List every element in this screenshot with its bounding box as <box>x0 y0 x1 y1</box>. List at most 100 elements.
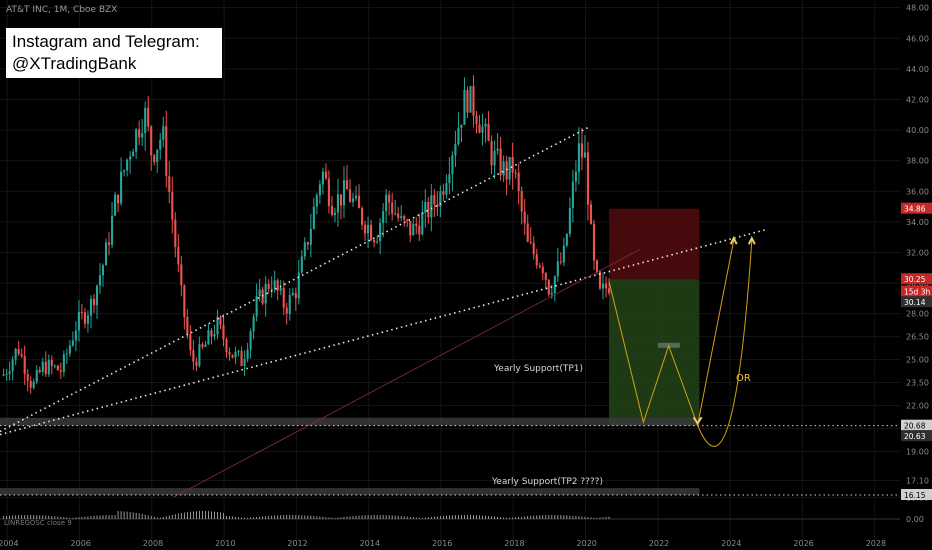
price-tag-last <box>901 296 932 308</box>
candle-body <box>478 124 481 133</box>
candle-body <box>394 213 397 215</box>
candle-body <box>201 344 204 347</box>
x-tick-label: 2016 <box>432 539 452 548</box>
candle-body <box>255 296 258 317</box>
candle-body <box>80 311 83 313</box>
or-label: OR <box>736 373 751 384</box>
candle-body <box>246 349 249 359</box>
candle-body <box>445 183 448 195</box>
y-tick-label: 23.50 <box>906 379 929 388</box>
y-tick-label: 32.00 <box>906 248 929 257</box>
candle-body <box>129 156 132 160</box>
candle-body <box>439 191 442 207</box>
candle-body <box>421 212 424 235</box>
candle-body <box>315 195 318 207</box>
candle-body <box>487 123 490 141</box>
candle-body <box>550 292 553 295</box>
candle-body <box>607 288 611 294</box>
trendlines <box>0 126 767 498</box>
indicator-label: LINREGOSC close 9 <box>4 519 72 527</box>
price-tag-stop <box>901 202 932 214</box>
candle-body <box>168 176 171 193</box>
candle-body <box>360 208 364 225</box>
trendline-3[interactable] <box>173 249 640 498</box>
candle-body <box>135 129 138 152</box>
candle-body <box>514 172 517 174</box>
candle-body <box>532 242 535 255</box>
candle-body <box>41 361 44 372</box>
candle-body <box>448 174 451 184</box>
price-tag-tp2 <box>901 488 932 500</box>
candle-body <box>291 292 294 296</box>
candle-body <box>162 126 165 140</box>
candle-body <box>412 223 415 236</box>
candle-body <box>264 284 267 304</box>
candle-body <box>237 350 240 352</box>
y-tick-label: 25.00 <box>906 356 929 365</box>
candle-body <box>189 334 192 350</box>
x-tick-label: 2012 <box>287 539 307 548</box>
candle-body <box>604 283 608 289</box>
candle-body <box>490 140 493 166</box>
risk-reward-zones <box>609 208 700 426</box>
candle-body <box>213 334 216 337</box>
price-tag-tp1 <box>901 419 932 431</box>
candle-body <box>589 204 593 224</box>
candle-body <box>92 298 96 306</box>
x-tick-label: 2024 <box>721 539 741 548</box>
candle-body <box>35 369 38 382</box>
y-tick-label: 44.00 <box>906 65 929 74</box>
candle-body <box>535 254 538 266</box>
candle-body <box>475 115 478 125</box>
candle-body <box>98 275 102 286</box>
candle-body <box>502 161 505 176</box>
candle-body <box>186 316 189 335</box>
candle-body <box>406 219 409 222</box>
trendline-2[interactable] <box>0 228 767 436</box>
candle-body <box>126 159 129 171</box>
candle-body <box>505 161 508 180</box>
candle-body <box>306 242 309 245</box>
candle-body <box>77 311 80 331</box>
candle-body <box>207 330 210 345</box>
candle-body <box>132 151 135 157</box>
candle-body <box>538 265 541 267</box>
candle-body <box>285 307 288 314</box>
candle-body <box>601 283 605 289</box>
price-tag-tp1b <box>901 430 932 442</box>
candle-body <box>373 240 376 243</box>
promo-line-1: Instagram and Telegram: <box>12 32 200 51</box>
candle-body <box>562 245 565 263</box>
candle-body <box>541 266 544 274</box>
candle-body <box>110 215 114 245</box>
candle-body <box>219 317 222 325</box>
candle-body <box>309 228 312 245</box>
candle-body <box>303 242 306 257</box>
candle-body <box>17 348 20 355</box>
candle-body <box>89 298 93 316</box>
candle-body <box>228 352 231 355</box>
candle-body <box>195 361 198 366</box>
candle-body <box>240 350 243 366</box>
candle-body <box>376 241 379 243</box>
y-tick-label: 46.00 <box>906 34 929 43</box>
y-tick-label: 38.00 <box>906 157 929 166</box>
y-tick-label: 36.00 <box>906 187 929 196</box>
price-axis: 48.00 46.00 44.00 42.00 40.00 38.00 36.00 34.00… <box>900 0 932 550</box>
projection-path <box>608 235 756 447</box>
candle-body <box>312 206 315 229</box>
candle-body <box>11 359 14 372</box>
trendline-1[interactable] <box>0 126 590 433</box>
target-zone <box>609 279 700 426</box>
candle-body <box>382 211 385 224</box>
candle-body <box>348 189 352 202</box>
candle-body <box>418 225 421 235</box>
candle-body <box>574 171 577 182</box>
candle-body <box>321 171 324 185</box>
candle-body <box>427 201 430 218</box>
support-tp2-label: Yearly Support(TP2 ????) <box>491 477 603 487</box>
candle-body <box>526 223 529 242</box>
candle-body <box>171 192 174 220</box>
candle-body <box>107 242 111 245</box>
